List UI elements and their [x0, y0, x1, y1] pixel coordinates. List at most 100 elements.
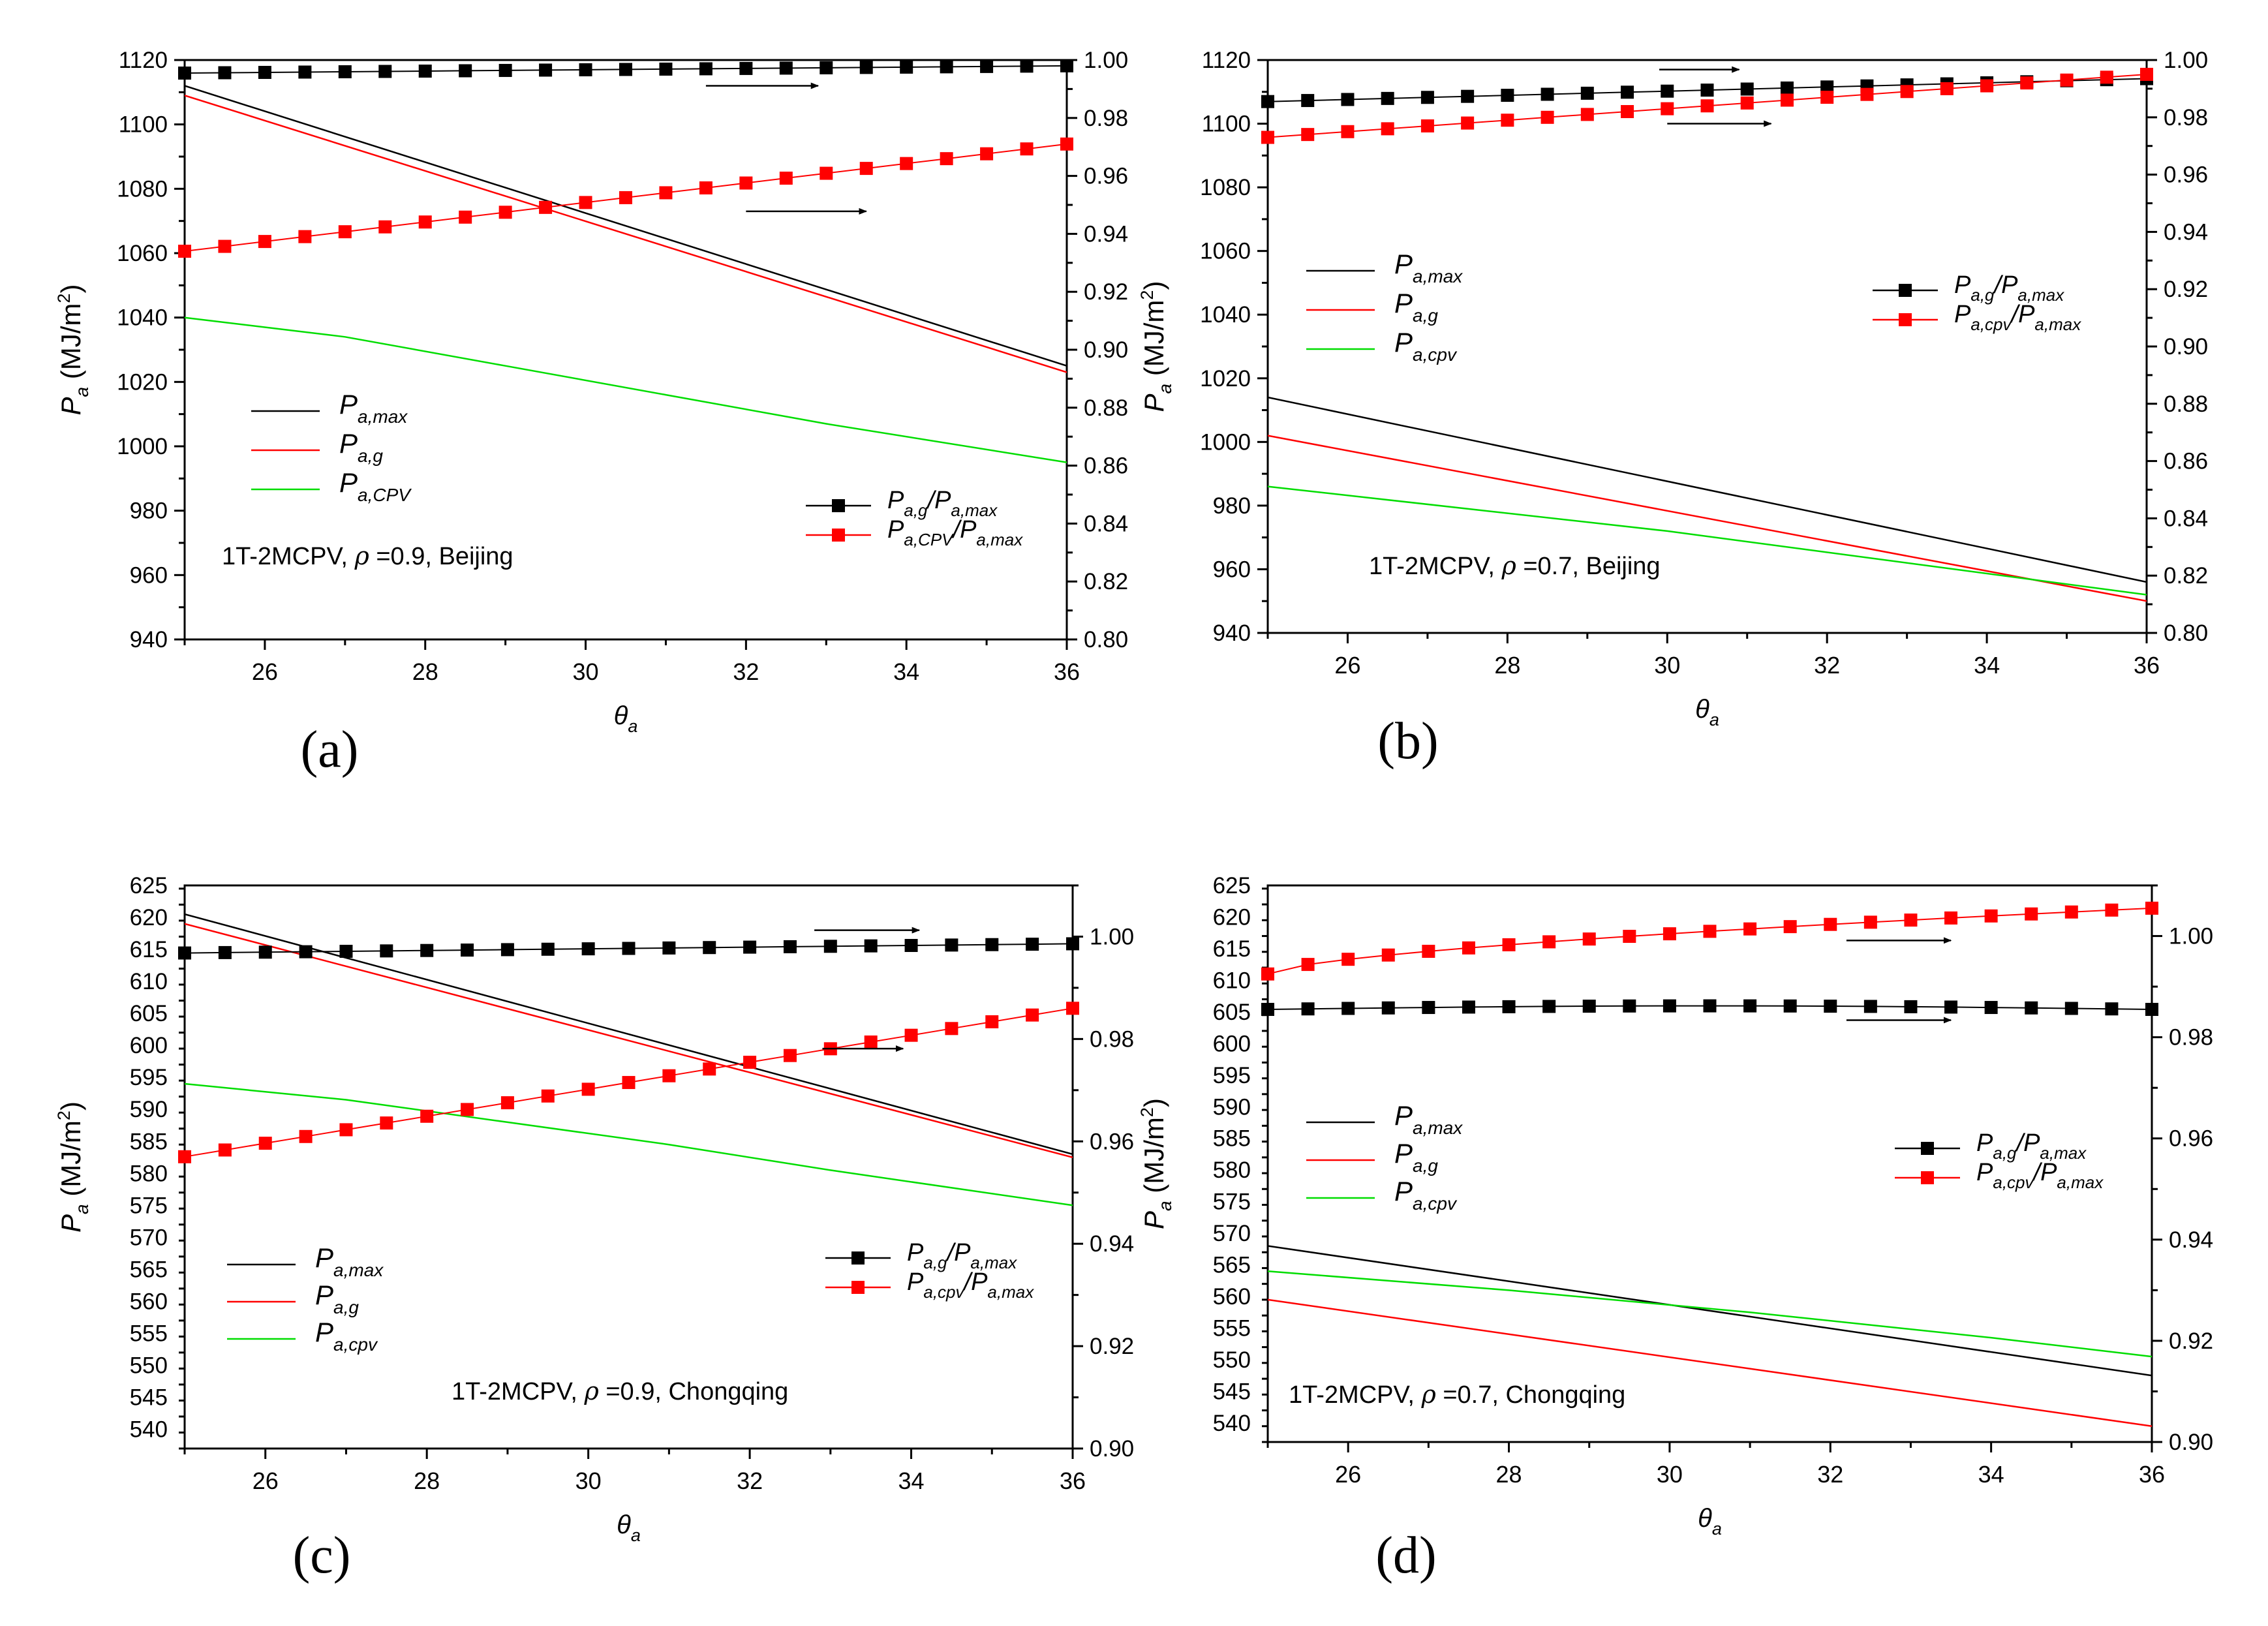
ratio-marker: [1261, 130, 1274, 144]
ratio-marker: [1623, 999, 1636, 1013]
ratio-marker: [178, 1150, 191, 1163]
ratio-marker: [1422, 1001, 1435, 1015]
ratio-marker: [1780, 81, 1794, 95]
ratio-marker: [940, 152, 953, 166]
series-line-pa-max: [1268, 1245, 2152, 1377]
ratio-marker: [1501, 114, 1514, 127]
ratio-marker: [1542, 1000, 1556, 1013]
y-left-tick-label: 1060: [1200, 239, 1251, 264]
y-right-tick-label: 0.82: [2164, 563, 2208, 589]
y-left-tick-label: 1040: [1200, 302, 1251, 328]
x-tick-label: 28: [412, 658, 438, 685]
ratio-marker: [339, 944, 353, 958]
y-left-tick-label: 580: [130, 1161, 168, 1186]
x-tick-label: 26: [1335, 1461, 1361, 1488]
ratio-marker: [985, 938, 999, 951]
series-line-pa-cpv: [185, 1082, 1073, 1206]
ratio-marker: [2100, 70, 2113, 84]
ratio-marker: [743, 940, 757, 954]
series-line-pa-g: [1268, 1298, 2152, 1428]
legend-label: Pa,g: [1394, 288, 1438, 326]
y-right-tick-label: 0.94: [1084, 221, 1128, 247]
series-line-pa-max: [185, 85, 1067, 367]
ratio-marker: [1461, 116, 1475, 130]
y-right-tick-label: 0.84: [1084, 511, 1128, 536]
x-tick-label: 32: [1817, 1461, 1843, 1488]
y-left-tick-label: 620: [1213, 904, 1251, 930]
ratio-marker: [1462, 1000, 1475, 1014]
x-tick-label: 36: [2134, 652, 2160, 679]
y-right-tick-label: 0.92: [1090, 1334, 1134, 1359]
ratio-marker: [1783, 920, 1797, 934]
legend-marker: [1921, 1171, 1934, 1184]
y-left-tick-label: 610: [130, 969, 168, 994]
y-left-tick-label: 550: [130, 1353, 168, 1379]
y-left-tick-label: 1080: [1200, 175, 1251, 200]
ratio-marker: [1381, 91, 1394, 105]
ratio-marker: [1020, 142, 1034, 156]
y-left-tick-label: 625: [130, 873, 168, 898]
legend-label: Pa,cpv: [1394, 327, 1458, 365]
ratio-marker: [338, 225, 352, 239]
ratio-marker: [420, 943, 434, 957]
legend-marker: [832, 529, 845, 542]
y-left-tick-label: 545: [1213, 1379, 1251, 1404]
y-left-tick-label: 600: [1213, 1031, 1251, 1056]
ratio-marker: [218, 239, 232, 253]
ratio-marker: [2064, 905, 2078, 919]
y-left-tick-label: 590: [130, 1097, 168, 1122]
ratio-marker: [703, 941, 716, 955]
y-right-tick-label: 0.96: [1090, 1129, 1134, 1154]
ratio-marker: [2140, 67, 2153, 81]
ratio-marker: [779, 172, 793, 185]
ratio-marker: [1703, 925, 1717, 938]
y-left-tick-label: 580: [1213, 1158, 1251, 1183]
ratio-marker: [459, 64, 472, 78]
y-left-tick-label: 560: [1213, 1284, 1251, 1310]
x-axis-title: θa: [614, 701, 638, 736]
ratio-marker: [418, 64, 432, 78]
ratio-marker: [1743, 999, 1757, 1013]
ratio-series-1: [178, 137, 1073, 258]
y-axis-title: Pa (MJ/m2): [1137, 1098, 1175, 1229]
legend-label: Pa,g/Pa,max: [907, 1239, 1017, 1272]
ratio-marker: [579, 63, 592, 76]
x-tick-label: 36: [1054, 658, 1080, 685]
ratio-marker: [461, 943, 474, 957]
ratio-series-1: [1261, 901, 2158, 981]
ratio-marker: [662, 1069, 676, 1082]
ratio-marker: [1261, 967, 1274, 981]
ratio-marker: [1060, 59, 1073, 72]
y-left-tick-label: 1100: [119, 112, 168, 138]
y-left-tick-label: 1120: [1202, 48, 1251, 73]
ratio-marker: [1863, 1000, 1877, 1013]
ratio-marker: [1502, 938, 1516, 951]
ratio-marker: [859, 61, 873, 74]
ratio-marker: [945, 938, 958, 952]
y-left-tick-label: 960: [130, 562, 168, 588]
y-left-tick-label: 585: [1213, 1126, 1251, 1152]
ratio-marker: [178, 245, 191, 258]
ratio-marker: [820, 166, 833, 180]
ratio-marker: [299, 1129, 313, 1143]
ratio-marker: [1301, 128, 1315, 142]
y-left-tick-label: 620: [130, 905, 168, 930]
ratio-marker: [1580, 108, 1594, 121]
ratio-marker: [1904, 1000, 1918, 1013]
y-left-tick-label: 585: [130, 1129, 168, 1154]
series-lines: [185, 913, 1073, 1206]
ratio-marker: [2145, 901, 2158, 915]
series-lines: [1268, 396, 2147, 602]
ratio-marker: [1461, 89, 1475, 103]
panel-annotation: 1T-2MCPV, ρ =0.7, Chongqing: [1289, 1380, 1625, 1409]
ratio-marker: [659, 186, 673, 200]
panel-annotation: 1T-2MCPV, ρ =0.9, Beijing: [222, 542, 513, 570]
ratio-marker: [1980, 79, 1994, 93]
y-right-tick-label: 0.90: [2169, 1430, 2213, 1455]
ratio-marker: [1984, 909, 1998, 923]
ratio-marker: [1422, 944, 1435, 958]
y-left-tick-label: 545: [130, 1385, 168, 1411]
ratio-marker: [619, 63, 632, 76]
x-tick-label: 26: [253, 1467, 279, 1494]
